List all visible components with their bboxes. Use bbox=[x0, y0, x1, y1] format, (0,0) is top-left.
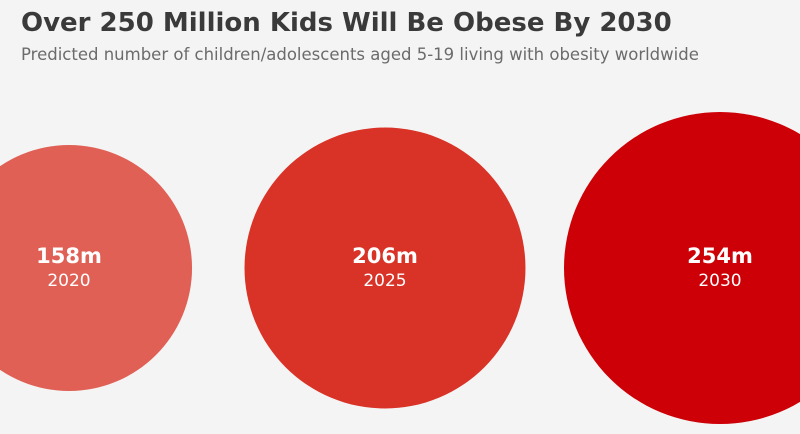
bubble-2025 bbox=[244, 127, 526, 409]
bubble-2030 bbox=[564, 112, 800, 424]
chart-title: Over 250 Million Kids Will Be Obese By 2… bbox=[21, 8, 672, 38]
bubble-value-label: 158m bbox=[36, 244, 102, 268]
bubble-value-label: 254m bbox=[687, 244, 753, 268]
chart-subtitle: Predicted number of children/adolescents… bbox=[21, 45, 699, 64]
bubble-year-label: 2030 bbox=[698, 271, 741, 291]
bubble-value-label: 206m bbox=[352, 244, 418, 268]
bubble-2020 bbox=[0, 144, 193, 392]
bubble-year-label: 2020 bbox=[47, 271, 90, 291]
bubble-year-label: 2025 bbox=[363, 271, 406, 291]
